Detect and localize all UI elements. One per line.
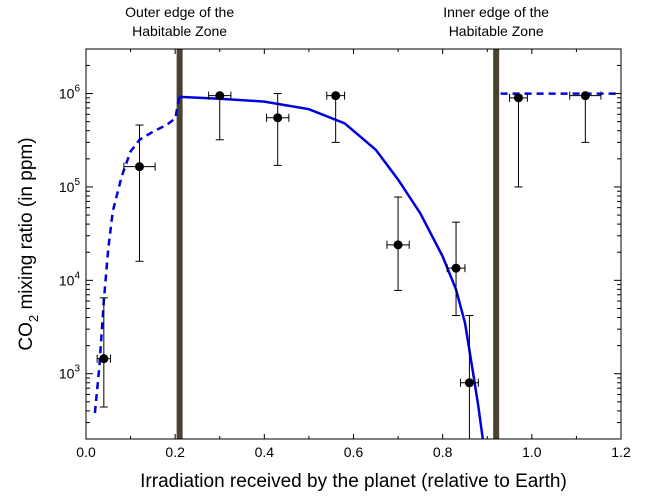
data-marker	[393, 240, 403, 250]
model-solid-curve	[179, 95, 485, 440]
y-axis-title: CO2 mixing ratio (in ppm)	[16, 137, 41, 350]
data-marker	[451, 263, 461, 273]
data-point	[460, 315, 479, 440]
model-dashed-curve-low	[93, 95, 181, 414]
data-marker	[215, 91, 225, 101]
y-tick-label-base: 10	[59, 179, 75, 195]
data-point	[446, 221, 466, 317]
y-tick-label-base: 10	[59, 272, 75, 288]
y-axis-title-rest: mixing ratio (in ppm)	[16, 137, 37, 314]
y-tick-label-base: 10	[59, 86, 75, 102]
data-point	[266, 93, 290, 166]
y-tick-label-exponent: 3	[74, 364, 80, 375]
habitable-zone-label-line1: Outer edge of the	[125, 4, 234, 20]
data-point	[569, 91, 602, 143]
y-tick-label: 106	[59, 84, 81, 102]
data-point	[123, 124, 156, 262]
y-axis-title-subscript: 2	[26, 315, 41, 322]
x-axis-title: Irradiation received by the planet (rela…	[140, 471, 567, 492]
data-marker	[464, 378, 474, 388]
data-point	[208, 91, 232, 141]
data-marker	[513, 93, 523, 103]
data-point	[96, 297, 112, 408]
x-tick-label: 1.2	[611, 444, 631, 460]
data-marker	[135, 162, 144, 172]
habitable-zone-label-line2: Habitable Zone	[132, 23, 227, 39]
y-tick-label: 104	[59, 270, 81, 288]
habitable-zone-lines	[176, 49, 500, 439]
data-point	[509, 93, 528, 188]
y-tick-label: 103	[59, 364, 81, 382]
data-points	[96, 91, 602, 440]
x-tick-label: 1.0	[522, 444, 542, 460]
y-tick-label-base: 10	[59, 366, 75, 382]
data-marker	[580, 91, 590, 101]
x-tick-label: 0.2	[165, 444, 185, 460]
y-axis-title-main: CO	[16, 322, 37, 351]
y-tick-label-exponent: 5	[74, 177, 80, 188]
habitable-zone-label-line2: Habitable Zone	[449, 23, 544, 39]
data-marker	[331, 91, 341, 101]
x-tick-label: 0.0	[76, 444, 96, 460]
y-tick-label: 105	[59, 177, 81, 195]
data-marker	[99, 354, 109, 364]
x-tick-label: 0.6	[344, 444, 364, 460]
x-axis-ticks: 0.0 0.2 0.4 0.6 0.8 1.0 1.2	[76, 49, 631, 460]
data-point	[326, 91, 346, 143]
data-point	[386, 196, 410, 291]
y-tick-label-exponent: 4	[74, 270, 80, 281]
y-tick-label-exponent: 6	[74, 84, 80, 95]
x-tick-label: 0.4	[255, 444, 275, 460]
habitable-zone-labels: Outer edge of the Habitable Zone Inner edg…	[125, 4, 549, 39]
habitable-zone-label-line1: Inner edge of the	[443, 4, 549, 20]
x-tick-label: 0.8	[433, 444, 453, 460]
data-marker	[273, 113, 283, 123]
